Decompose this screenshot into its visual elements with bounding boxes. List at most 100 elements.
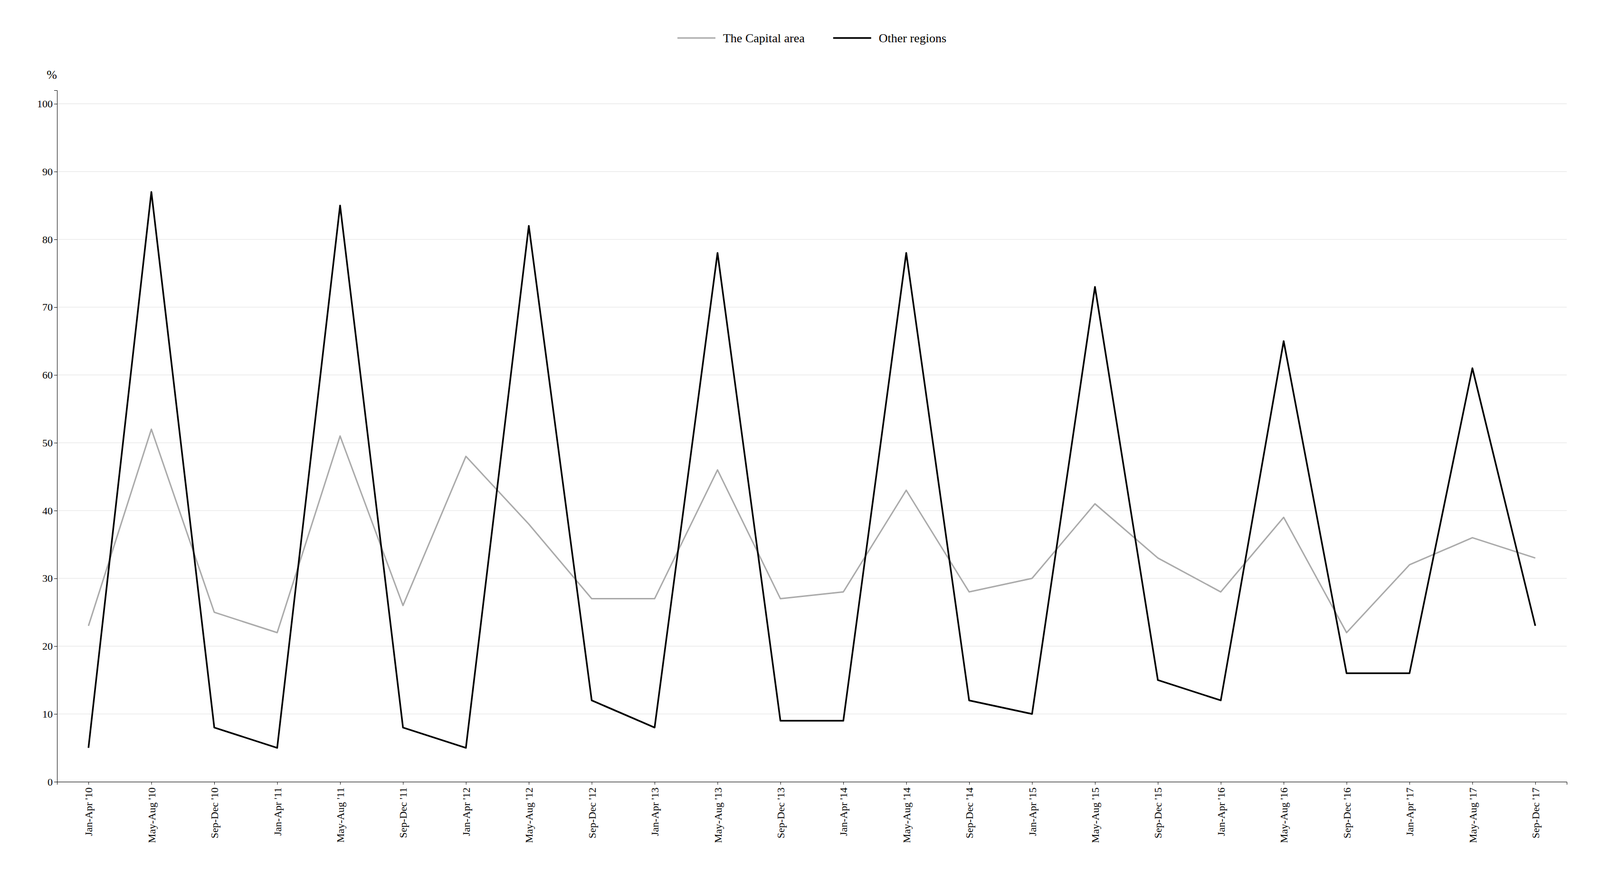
y-tick-label: 20 (42, 640, 53, 653)
y-tick-mark (54, 307, 58, 308)
x-tick-mark (1283, 781, 1285, 785)
x-tick-mark (402, 781, 404, 785)
x-tick-mark (88, 781, 89, 785)
x-tick-label: May-Aug '13 (712, 787, 724, 844)
legend-swatch (677, 37, 716, 39)
y-tick-label: 70 (42, 301, 53, 314)
x-tick: May-Aug '12 (523, 781, 535, 844)
series-line (88, 429, 1536, 633)
x-tick-mark (276, 781, 278, 785)
x-tick: Jan-Apr '14 (837, 781, 850, 837)
y-tick-label: 60 (42, 369, 53, 381)
x-tick-mark (1157, 781, 1159, 785)
grid-line (57, 374, 1567, 376)
x-tick-mark (969, 781, 970, 785)
y-tick-mark (54, 104, 58, 105)
grid-line (57, 578, 1567, 579)
plot: 0102030405060708090100Jan-Apr '10May-Aug… (37, 90, 1568, 844)
x-tick-label: Jan-Apr '17 (1403, 787, 1416, 837)
x-tick: May-Aug '15 (1089, 781, 1102, 844)
y-tick-mark (54, 646, 58, 648)
x-tick: May-Aug '11 (334, 781, 347, 843)
x-tick-mark (843, 781, 844, 785)
y-tick-mark (54, 578, 58, 580)
x-axis: Jan-Apr '10May-Aug '10Sep-Dec '10Jan-Apr… (57, 781, 1568, 844)
x-tick: Jan-Apr '16 (1215, 781, 1228, 837)
series-group (88, 191, 1536, 749)
x-tick-label: May-Aug '17 (1466, 787, 1479, 844)
y-tick-mark (54, 781, 58, 783)
y-tick: 30 (42, 572, 58, 585)
x-tick-mark (214, 781, 215, 785)
x-tick: Jan-Apr '15 (1026, 781, 1039, 837)
y-tick: 70 (42, 301, 58, 314)
x-axis-line (57, 782, 1568, 786)
x-tick-mark (1535, 781, 1536, 785)
legend: The Capital area Other regions (677, 31, 947, 46)
x-tick-label: Sep-Dec '17 (1529, 787, 1542, 839)
x-tick: Jan-Apr '12 (460, 781, 473, 837)
y-tick-mark (54, 375, 58, 376)
y-tick: 60 (42, 369, 58, 381)
y-tick-label: 40 (42, 504, 53, 517)
x-tick-mark (1095, 781, 1096, 785)
y-tick: 0 (47, 776, 58, 789)
x-tick-mark (591, 781, 593, 785)
y-tick: 90 (42, 165, 58, 178)
x-tick-label: Sep-Dec '16 (1341, 787, 1353, 839)
x-tick: Sep-Dec '14 (963, 781, 976, 839)
x-tick-label: May-Aug '16 (1277, 787, 1290, 844)
x-tick-mark (1031, 781, 1033, 785)
x-tick: Sep-Dec '17 (1529, 781, 1542, 839)
grid-line (57, 306, 1567, 308)
y-tick-label: 30 (42, 572, 53, 585)
grid-line (57, 646, 1567, 647)
y-tick-label: 0 (47, 776, 53, 789)
grid-line (57, 442, 1567, 444)
legend-item: Other regions (833, 31, 947, 46)
x-tick-mark (466, 781, 467, 785)
y-axis-line (54, 90, 58, 783)
y-tick: 20 (42, 640, 58, 653)
x-tick-label: May-Aug '11 (334, 787, 347, 843)
x-tick: Sep-Dec '16 (1341, 781, 1353, 839)
x-tick-mark (1220, 781, 1222, 785)
y-tick-label: 50 (42, 437, 53, 449)
x-tick-label: Sep-Dec '11 (397, 787, 410, 839)
x-tick-mark (340, 781, 341, 785)
y-tick-label: 100 (37, 97, 53, 110)
x-tick-label: May-Aug '12 (523, 787, 535, 844)
x-tick-label: Jan-Apr '12 (460, 787, 473, 837)
x-tick: May-Aug '17 (1466, 781, 1479, 844)
y-tick-label: 10 (42, 708, 53, 721)
y-tick: 50 (42, 437, 58, 449)
x-tick: Sep-Dec '10 (208, 781, 221, 839)
legend-swatch (833, 37, 872, 39)
y-axis: 0 10 20 30 40 50 60 70 80 90 100 (37, 90, 58, 789)
x-tick-mark (528, 781, 530, 785)
x-tick-mark (1472, 781, 1473, 785)
y-tick: 80 (42, 233, 58, 246)
x-tick-label: Jan-Apr '14 (837, 787, 850, 837)
x-tick-label: Jan-Apr '11 (271, 787, 284, 837)
y-tick-mark (54, 714, 58, 715)
legend-item: The Capital area (677, 31, 805, 46)
x-tick: May-Aug '13 (712, 781, 724, 844)
legend-label: The Capital area (723, 31, 805, 46)
x-tick-mark (1409, 781, 1410, 785)
x-tick-label: Sep-Dec '13 (774, 787, 787, 839)
y-tick-label: 80 (42, 233, 53, 246)
x-tick: Jan-Apr '11 (271, 781, 284, 837)
x-tick: Jan-Apr '13 (648, 781, 661, 837)
x-tick: Jan-Apr '17 (1403, 781, 1416, 837)
x-tick-label: Sep-Dec '15 (1152, 787, 1164, 839)
y-tick: 40 (42, 504, 58, 517)
x-tick: Sep-Dec '15 (1152, 781, 1164, 839)
x-tick-mark (906, 781, 907, 785)
x-tick-label: Sep-Dec '12 (586, 787, 599, 839)
grid-line (57, 103, 1567, 105)
x-tick-mark (717, 781, 718, 785)
y-tick-mark (54, 510, 58, 512)
x-tick: Jan-Apr '10 (82, 781, 95, 837)
y-tick-mark (54, 171, 58, 172)
